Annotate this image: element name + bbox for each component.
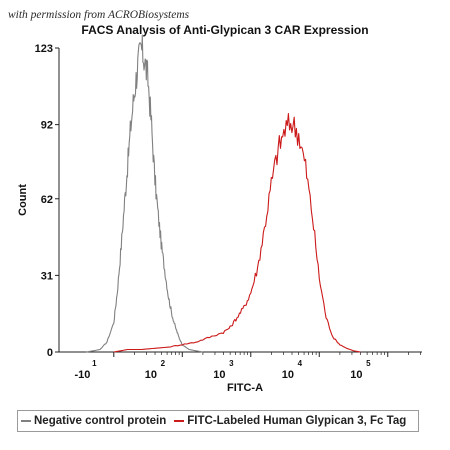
series-line-fitc-glypican3 [113,113,361,353]
x-tick-label: 10 [282,369,294,381]
series-layer [86,34,361,353]
axes: 0 31 62 92 123 -101 10 2 10 3 10 4 10 5 [35,43,422,381]
y-tick-label: 31 [41,270,53,282]
legend-item-negative-control: Negative control protein [21,415,166,427]
x-tick-exponent: 2 [161,359,166,368]
legend: Negative control protein FITC-Labeled Hu… [17,410,419,432]
x-tick-label: 10 [145,369,157,381]
x-tick-exponent: 3 [229,359,234,368]
watermark-text: with permission from ACROBiosystems [8,9,190,21]
legend-item-fitc-glypican3: FITC-Labeled Human Glypican 3, Fc Tag [174,415,406,427]
legend-label: Negative control protein [34,415,167,427]
series-line-negative-control [86,34,203,353]
y-axis-label: Count [17,184,29,216]
y-tick-label: 62 [41,194,53,206]
legend-label: FITC-Labeled Human Glypican 3, Fc Tag [187,415,407,427]
x-tick-exponent: 4 [298,359,303,368]
legend-swatch-red [174,420,185,422]
x-tick-label: 10 [350,369,362,381]
chart-title: FACS Analysis of Anti-Glypican 3 CAR Exp… [81,23,369,37]
y-tick-label: 0 [47,347,53,359]
x-axis-label: FITC-A [227,382,263,394]
x-tick-label: -10 [74,369,90,381]
y-tick-label: 92 [41,120,53,132]
x-tick-label: 10 [213,369,225,381]
y-tick-label: 123 [35,43,53,55]
x-tick-exponent: 1 [92,359,97,368]
x-tick-exponent: 5 [366,359,371,368]
legend-swatch-gray [21,420,31,422]
